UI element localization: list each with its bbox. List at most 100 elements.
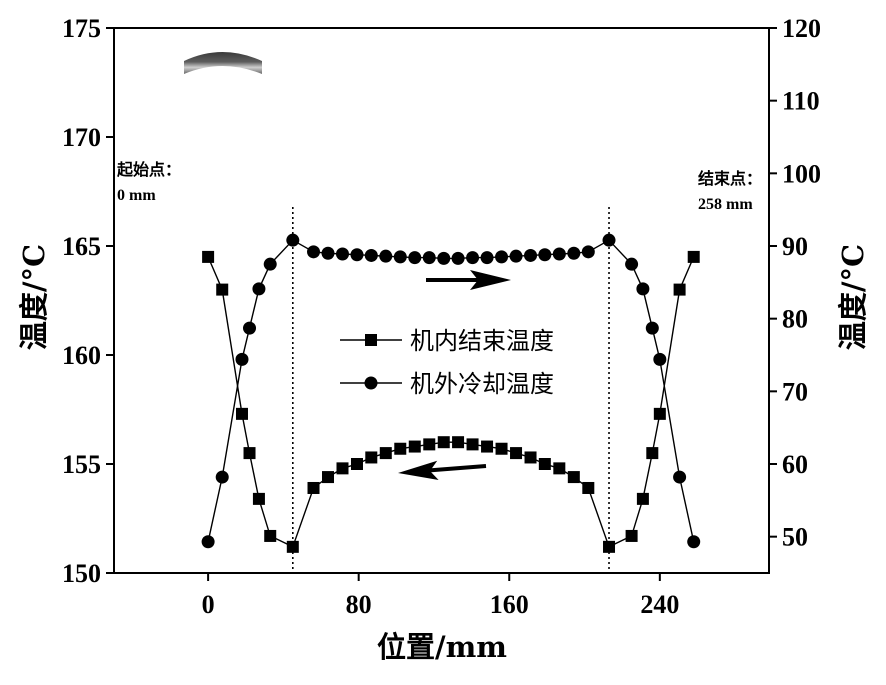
data-series bbox=[201, 233, 701, 553]
data-point-square bbox=[646, 447, 659, 460]
y-right-tick-label: 50 bbox=[782, 523, 808, 552]
y-right-tick-label: 110 bbox=[782, 87, 820, 116]
y-left-tick-label: 165 bbox=[62, 232, 101, 261]
data-point-square bbox=[243, 447, 256, 460]
legend-item-square: 机内结束温度 bbox=[340, 327, 554, 355]
reference-lines bbox=[292, 207, 610, 573]
data-point-circle bbox=[235, 352, 249, 366]
x-tick-label: 160 bbox=[490, 590, 529, 619]
data-point-square bbox=[252, 492, 265, 505]
data-point-square bbox=[408, 440, 421, 453]
data-point-circle bbox=[673, 470, 687, 484]
x-tick-label: 80 bbox=[346, 590, 372, 619]
x-axis-title: 位置/mm bbox=[377, 630, 507, 664]
data-point-circle bbox=[393, 250, 407, 264]
data-point-square bbox=[350, 458, 363, 470]
data-point-circle bbox=[653, 352, 667, 366]
data-point-circle bbox=[286, 233, 300, 247]
data-point-circle bbox=[645, 321, 659, 335]
data-point-square bbox=[379, 447, 392, 460]
data-point-circle bbox=[567, 246, 581, 260]
data-point-square bbox=[510, 447, 523, 460]
data-point-square bbox=[264, 529, 277, 542]
arrow-left-icon bbox=[398, 460, 487, 480]
data-point-square bbox=[582, 481, 595, 494]
legend: 机内结束温度 机外冷却温度 bbox=[340, 327, 554, 398]
series-square bbox=[202, 250, 700, 553]
data-point-square bbox=[466, 438, 479, 451]
data-point-circle bbox=[335, 247, 349, 261]
data-point-circle bbox=[625, 257, 639, 271]
data-point-square bbox=[567, 471, 580, 484]
data-point-circle bbox=[552, 247, 566, 261]
y-left-tick-label: 175 bbox=[62, 14, 101, 43]
data-point-circle bbox=[408, 251, 422, 265]
y-left-tick-label: 170 bbox=[62, 123, 101, 152]
series-line-circle bbox=[207, 239, 695, 542]
data-point-square bbox=[336, 462, 349, 475]
end-point-value: 258 mm bbox=[698, 196, 753, 213]
data-point-square bbox=[553, 462, 566, 475]
data-point-square bbox=[216, 283, 229, 296]
legend-circle-marker bbox=[364, 376, 378, 390]
legend-item-circle: 机外冷却温度 bbox=[340, 370, 554, 398]
data-point-square bbox=[495, 442, 508, 455]
start-point-value: 0 mm bbox=[117, 187, 156, 204]
data-point-circle bbox=[201, 535, 215, 549]
data-point-circle bbox=[422, 251, 436, 265]
curved-strip-photo bbox=[184, 52, 262, 74]
y-right-tick-label: 90 bbox=[782, 232, 808, 261]
data-point-circle bbox=[636, 282, 650, 296]
data-point-circle bbox=[215, 470, 229, 484]
data-point-square bbox=[423, 438, 436, 451]
data-point-circle bbox=[252, 282, 266, 296]
data-point-circle bbox=[364, 248, 378, 262]
y-left-tick-label: 155 bbox=[62, 450, 101, 479]
data-point-circle bbox=[687, 535, 701, 549]
data-point-circle bbox=[437, 251, 451, 265]
data-point-square bbox=[286, 540, 299, 553]
data-point-circle bbox=[524, 248, 538, 262]
data-point-square bbox=[481, 440, 494, 453]
data-point-square bbox=[235, 407, 248, 420]
data-point-square bbox=[202, 250, 215, 263]
x-tick-label: 0 bbox=[202, 590, 215, 619]
y-axis-left-title: 温度/°C bbox=[17, 244, 51, 350]
data-point-circle bbox=[307, 245, 321, 259]
data-point-circle bbox=[379, 249, 393, 263]
data-point-circle bbox=[350, 248, 364, 262]
y-axis-right-title: 温度/°C bbox=[836, 244, 870, 350]
axis-ticks bbox=[106, 27, 777, 581]
data-point-square bbox=[322, 471, 335, 484]
data-point-square bbox=[524, 451, 537, 464]
data-point-square bbox=[365, 451, 378, 464]
series-circle bbox=[201, 233, 701, 549]
axis-tick-labels: 150 155 160 165 170 175 50 60 70 80 90 100 110 120 0 80… bbox=[62, 14, 821, 619]
data-point-square bbox=[636, 492, 649, 505]
data-point-circle bbox=[466, 251, 480, 265]
data-point-square bbox=[307, 481, 320, 494]
data-point-square bbox=[394, 442, 407, 455]
data-point-circle bbox=[581, 245, 595, 259]
data-point-circle bbox=[321, 246, 335, 260]
start-point-label: 起始点： bbox=[116, 160, 181, 179]
data-point-circle bbox=[451, 251, 465, 265]
data-point-circle bbox=[538, 248, 552, 262]
data-point-square bbox=[538, 458, 551, 470]
data-point-square bbox=[452, 436, 465, 449]
end-point-label: 结束点： bbox=[697, 169, 762, 188]
data-point-square bbox=[603, 540, 616, 553]
series-line-square bbox=[207, 256, 695, 548]
data-point-square bbox=[625, 529, 638, 542]
y-right-tick-label: 70 bbox=[782, 377, 808, 406]
legend-label-circle: 机外冷却温度 bbox=[410, 370, 554, 398]
arrow-right-icon bbox=[426, 270, 511, 290]
data-point-circle bbox=[509, 249, 523, 263]
y-right-tick-label: 60 bbox=[782, 450, 808, 479]
data-point-square bbox=[437, 436, 450, 449]
data-point-circle bbox=[495, 250, 509, 264]
y-right-tick-label: 100 bbox=[782, 159, 821, 188]
data-point-square bbox=[653, 407, 666, 420]
x-tick-label: 240 bbox=[640, 590, 679, 619]
